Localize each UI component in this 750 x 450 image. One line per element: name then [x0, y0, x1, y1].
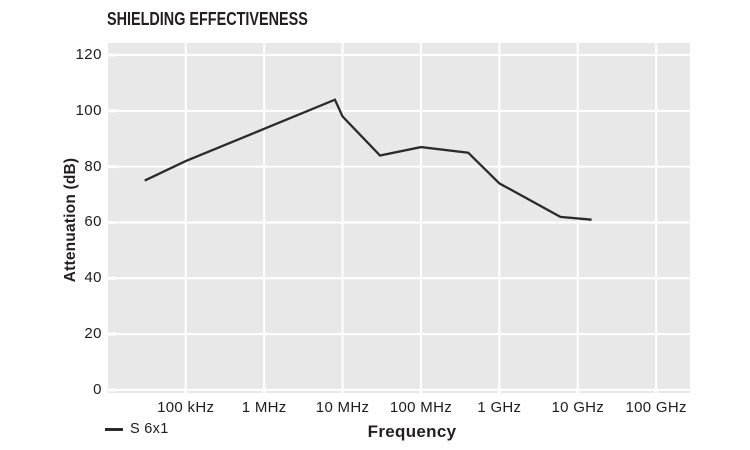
y-tick-label: 100: [75, 101, 102, 119]
plot-area: [105, 43, 690, 396]
legend: S 6x1: [105, 420, 169, 438]
x-axis-label: Frequency: [367, 422, 457, 441]
y-tick-label: 20: [84, 325, 102, 343]
y-tick-label: 40: [84, 269, 102, 287]
plot-background: [108, 43, 690, 393]
legend-series-label: S 6x1: [130, 421, 169, 437]
y-tick-label: 80: [84, 157, 102, 175]
x-tick-label: 10 MHz: [315, 399, 370, 416]
y-tick-label: 0: [93, 380, 102, 398]
x-tick-label: 1 GHz: [477, 399, 522, 416]
plot-canvas: [105, 43, 690, 396]
series-line-s-6x1: [144, 98, 592, 221]
chart-title: SHIELDING EFFECTIVENESS: [107, 9, 308, 29]
x-tick-label: 100 kHz: [157, 399, 215, 416]
x-tick-label: 10 GHz: [551, 399, 605, 416]
legend-line-swatch: [105, 427, 123, 431]
x-tick-label: 100 GHz: [625, 399, 687, 416]
x-tick-label: 1 MHz: [241, 399, 287, 416]
x-tick-label: 100 MHz: [389, 399, 453, 416]
y-tick-label: 120: [75, 46, 102, 63]
y-tick-label: 60: [84, 213, 102, 231]
